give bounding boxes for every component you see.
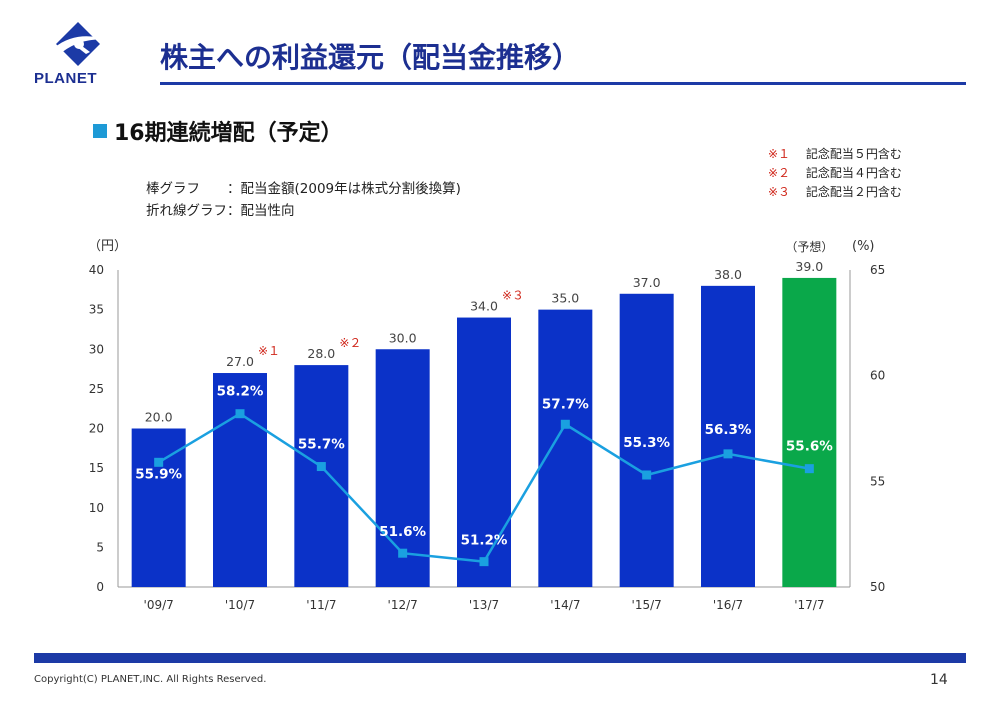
y-tick-label-left: 5 — [96, 540, 104, 554]
note-mark: ※２ — [768, 166, 791, 180]
x-tick-label: '17/7 — [794, 598, 824, 612]
x-tick-label: '14/7 — [550, 598, 580, 612]
x-tick-label: '12/7 — [388, 598, 418, 612]
note-item: ※１ 記念配当５円含む — [768, 145, 902, 162]
copyright: Copyright(C) PLANET,INC. All Rights Rese… — [34, 674, 267, 685]
y-tick-label-left: 10 — [89, 501, 104, 515]
bar — [375, 349, 430, 587]
section-subtitle: 16期連続増配（予定） — [114, 121, 343, 146]
note-mark: ※３ — [768, 185, 791, 199]
y-axis-left-label: （円） — [88, 239, 127, 254]
y-axis-right-label: (%) — [852, 239, 875, 254]
line-value-label: 55.3% — [623, 435, 670, 451]
bar — [131, 428, 186, 587]
title-underline — [160, 82, 966, 85]
bar — [701, 285, 755, 587]
line-value-label: 51.6% — [379, 524, 426, 540]
note-item: ※３ 記念配当２円含む — [768, 183, 902, 200]
line-point — [560, 419, 570, 429]
line-point — [235, 409, 245, 419]
line-value-label: 55.9% — [135, 466, 182, 482]
footer-bar — [34, 653, 966, 663]
page-title: 株主への利益還元（配当金推移） — [160, 41, 581, 74]
line-point — [398, 548, 408, 558]
y-tick-label-right: 50 — [870, 580, 885, 594]
annotation-mark: ※３ — [502, 289, 524, 303]
bar — [782, 277, 837, 587]
planet-logo — [30, 18, 126, 92]
bullet-square-icon — [93, 124, 107, 138]
bar-value-label: 35.0 — [551, 291, 579, 306]
line-point — [804, 464, 814, 474]
bar-value-label: 30.0 — [389, 330, 417, 345]
bar-value-label: 34.0 — [470, 299, 498, 314]
bar — [213, 373, 267, 587]
bar — [538, 309, 593, 587]
bar-value-label: 38.0 — [714, 267, 742, 282]
x-tick-label: '15/7 — [632, 598, 662, 612]
x-tick-label: '11/7 — [306, 598, 336, 612]
note-text: 記念配当５円含む — [805, 147, 902, 161]
line-value-label: 56.3% — [705, 422, 752, 438]
y-tick-label-left: 30 — [89, 342, 104, 356]
bar — [457, 317, 511, 587]
line-value-label: 51.2% — [461, 533, 508, 549]
y-tick-label-left: 0 — [96, 580, 104, 594]
line-value-label: 55.7% — [298, 437, 345, 453]
y-tick-label-right: 65 — [870, 263, 885, 277]
line-value-label: 55.6% — [786, 439, 833, 455]
y-tick-label-right: 55 — [870, 474, 885, 488]
bar — [619, 293, 674, 587]
bar-value-label: 28.0 — [307, 346, 335, 361]
x-tick-label: '09/7 — [144, 598, 174, 612]
annotation-mark: ※２ — [339, 336, 361, 350]
page-number: 14 — [930, 672, 948, 688]
x-tick-label: '16/7 — [713, 598, 743, 612]
line-point — [316, 462, 326, 472]
bar — [294, 365, 349, 587]
line-point — [154, 457, 164, 467]
line-value-label: 57.7% — [542, 396, 589, 412]
line-value-label: 58.2% — [217, 384, 264, 400]
line-point — [723, 449, 733, 459]
notes: ※１ 記念配当５円含む ※２ 記念配当４円含む ※３ 記念配当２円含む — [768, 145, 902, 200]
annotation-mark: ※１ — [258, 344, 280, 358]
note-item: ※２ 記念配当４円含む — [768, 164, 902, 181]
y-tick-label-left: 40 — [89, 263, 104, 277]
note-text: 記念配当２円含む — [805, 185, 902, 199]
bar-value-label: 37.0 — [633, 275, 661, 290]
y-tick-label-left: 20 — [89, 422, 104, 436]
logo-text: PLANET — [34, 70, 97, 87]
line-point — [479, 557, 489, 567]
y-tick-label-left: 15 — [89, 461, 104, 475]
bar-value-label: 27.0 — [226, 354, 254, 369]
note-mark: ※１ — [768, 147, 791, 161]
bar-value-label: 20.0 — [145, 410, 173, 425]
annotation-forecast: （予想） — [785, 239, 833, 254]
bar-value-label: 39.0 — [795, 259, 823, 274]
note-text: 記念配当４円含む — [805, 166, 902, 180]
chart-legend-description: 棒グラフ ：配当金額(2009年は株式分割後換算) 折れ線グラフ：配当性向 — [146, 177, 461, 219]
x-tick-label: '10/7 — [225, 598, 255, 612]
y-tick-label-left: 25 — [89, 382, 104, 396]
line-point — [642, 470, 652, 480]
legend-line: 折れ線グラフ：配当性向 — [146, 203, 295, 219]
legend-bar: 棒グラフ ：配当金額(2009年は株式分割後換算) — [146, 181, 461, 197]
y-tick-label-right: 60 — [870, 369, 885, 383]
y-tick-label-left: 35 — [89, 303, 104, 317]
x-tick-label: '13/7 — [469, 598, 499, 612]
